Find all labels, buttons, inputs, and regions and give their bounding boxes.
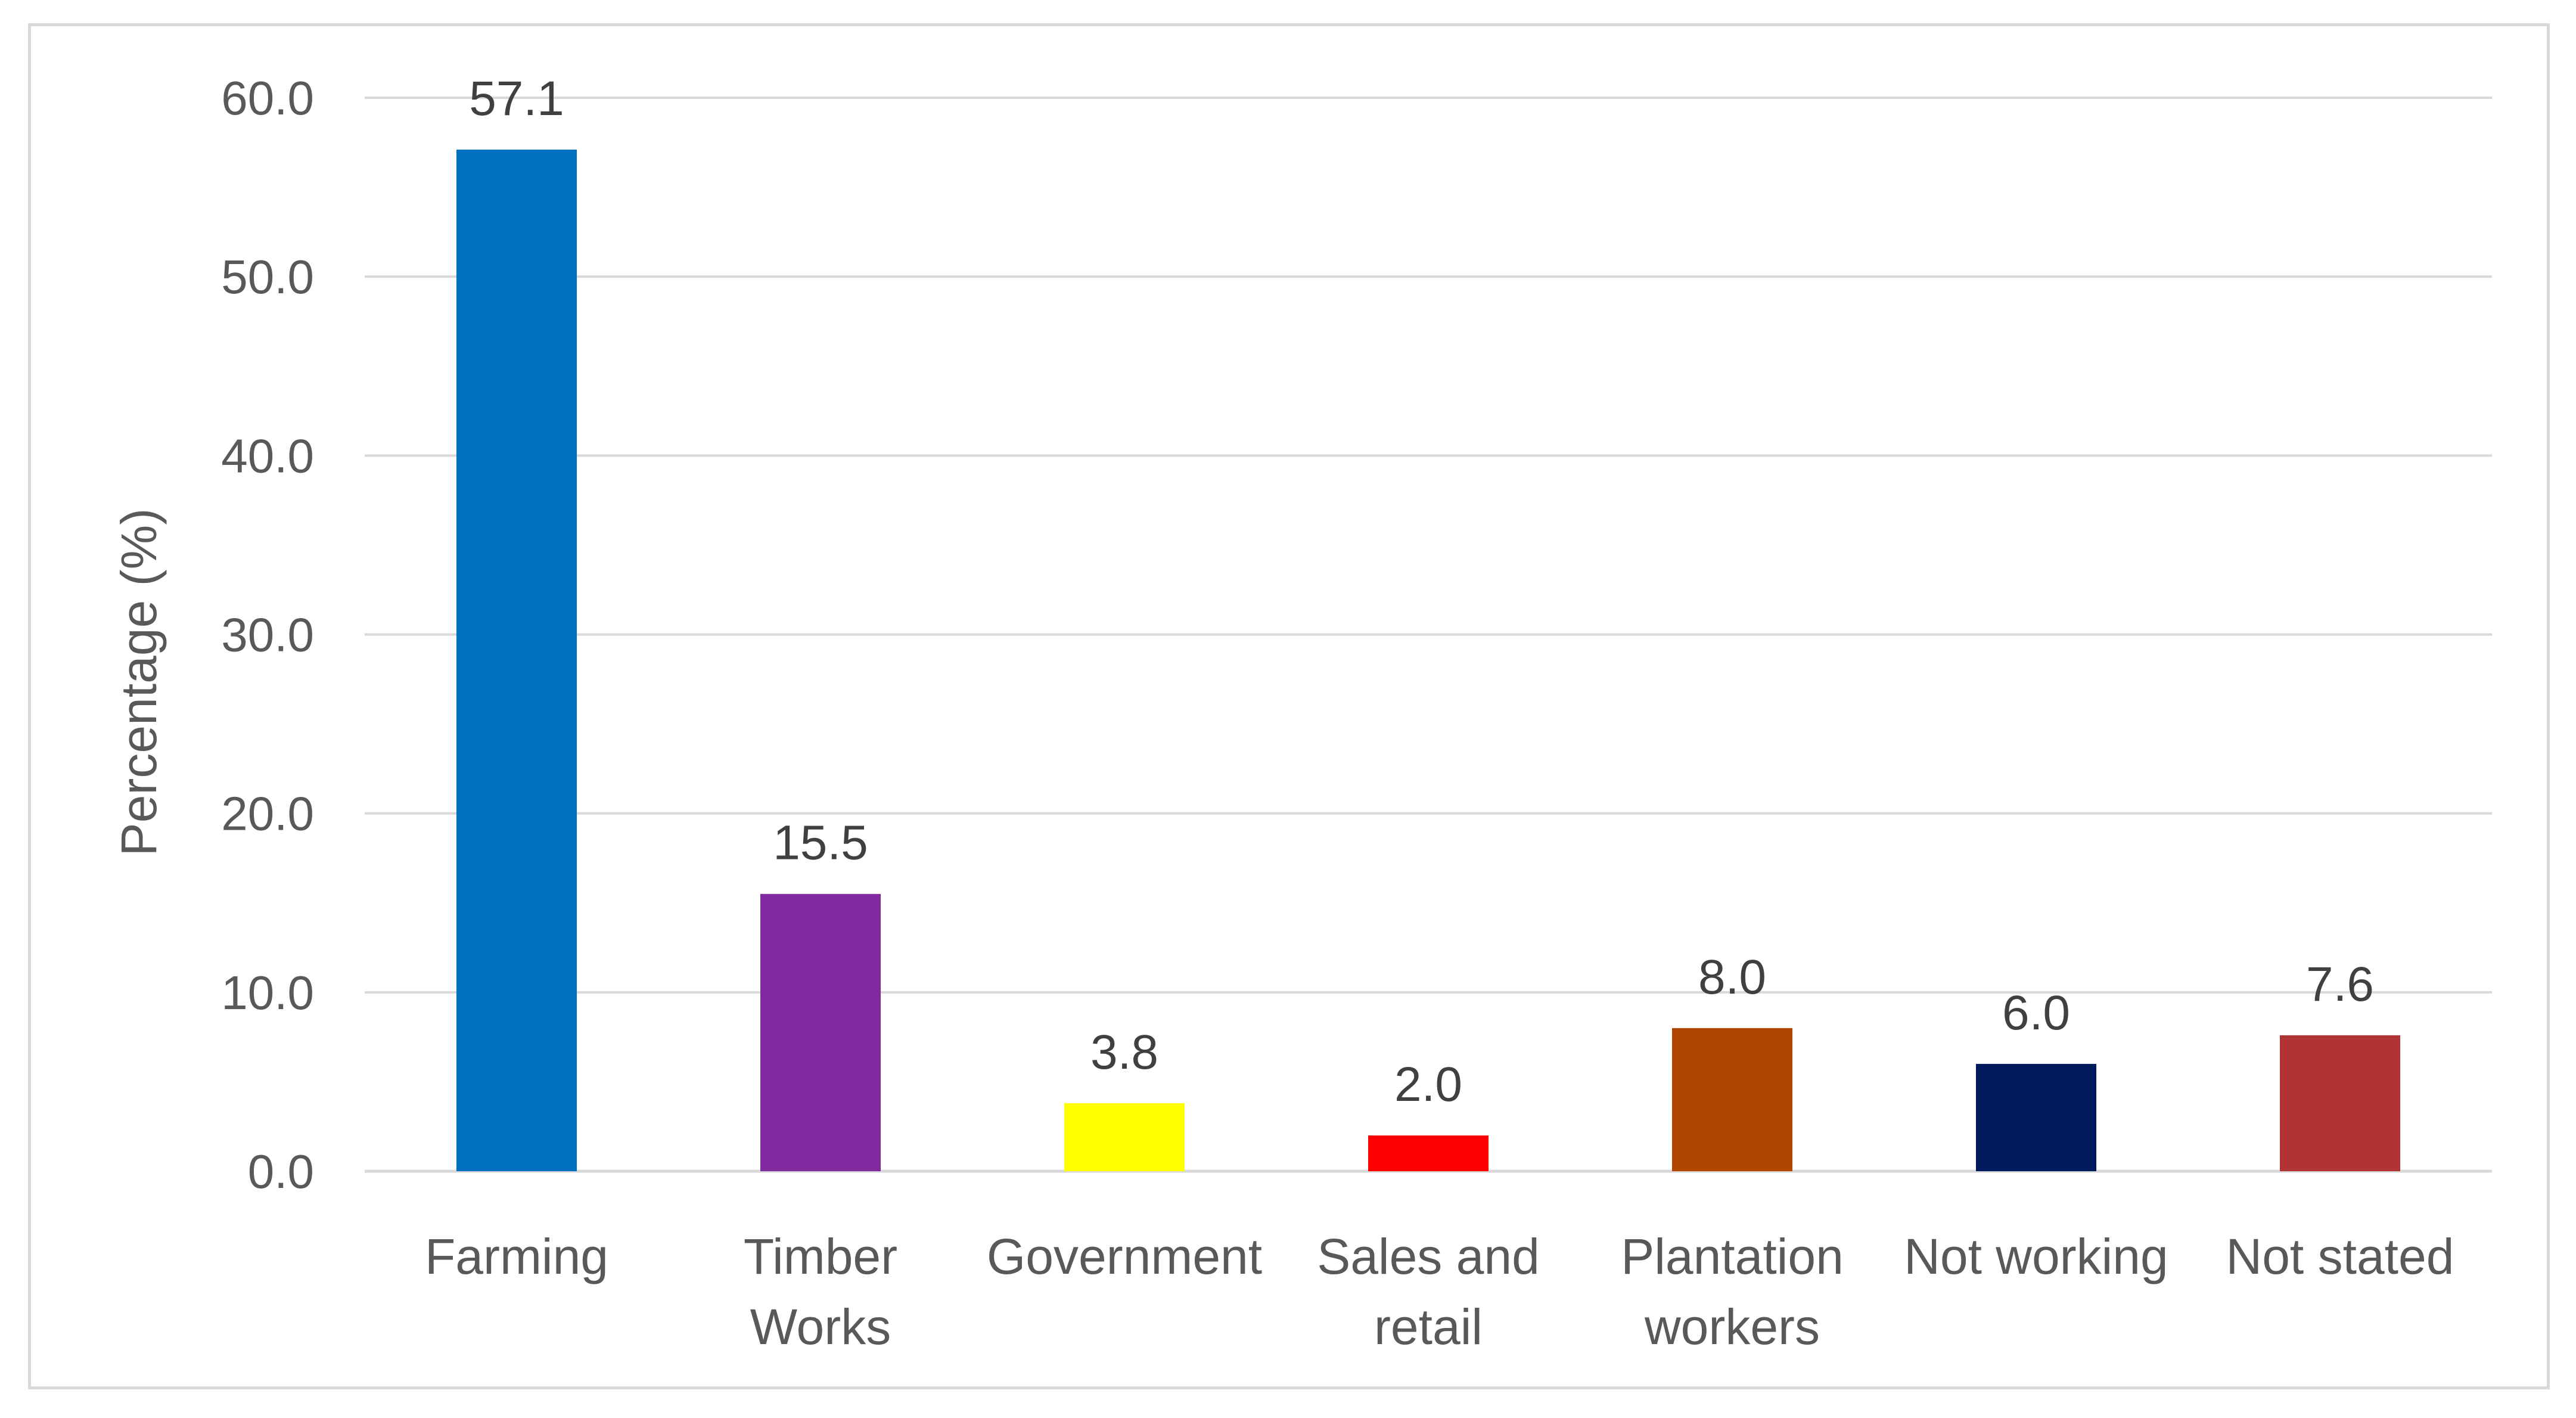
y-tick-label: 60.0 [221, 72, 314, 125]
x-category-label: Government [987, 1228, 1262, 1284]
y-tick-label: 10.0 [221, 966, 314, 1019]
x-category-label: Not stated [2226, 1228, 2454, 1284]
chart-frame: 0.0 10.0 20.0 30.0 40.0 50.0 60.0 57.1 15.5 3.8 2… [28, 23, 2550, 1389]
bar [1368, 1135, 1489, 1171]
bar [1976, 1063, 2096, 1171]
x-category-label-line: retail [1374, 1299, 1483, 1355]
x-category-label-line: Plantation [1621, 1228, 1844, 1284]
x-category-label: Not working [1904, 1228, 2168, 1284]
data-label: 7.6 [2306, 957, 2374, 1011]
x-category-label: Timber Works [744, 1228, 897, 1355]
x-category-label-line: Not working [1904, 1228, 2168, 1284]
x-category-label-line: workers [1644, 1299, 1820, 1355]
bar [456, 150, 577, 1171]
data-label: 2.0 [1394, 1057, 1462, 1112]
bar-chart: 0.0 10.0 20.0 30.0 40.0 50.0 60.0 57.1 15.5 3.8 2… [111, 72, 2492, 1355]
x-category-label: Plantation workers [1621, 1228, 1844, 1355]
data-label: 6.0 [2002, 986, 2070, 1040]
bar [1672, 1028, 1792, 1171]
x-category-label-line: Government [987, 1228, 1262, 1284]
y-tick-label: 30.0 [221, 609, 314, 662]
data-label: 3.8 [1090, 1025, 1158, 1079]
y-tick-label: 40.0 [221, 429, 314, 482]
x-axis-categories: Farming Timber Works Government Sales and ret… [425, 1228, 2454, 1355]
x-category-label-line: Sales and [1317, 1228, 1540, 1284]
data-label: 57.1 [469, 72, 564, 126]
data-label: 8.0 [1698, 950, 1766, 1004]
bars [456, 150, 2400, 1171]
x-category-label: Farming [425, 1228, 608, 1284]
x-category-label-line: Timber [744, 1228, 897, 1284]
y-tick-label: 50.0 [221, 250, 314, 303]
x-category-label: Sales and retail [1317, 1228, 1540, 1355]
y-axis-ticks: 0.0 10.0 20.0 30.0 40.0 50.0 60.0 [221, 72, 314, 1198]
data-labels: 57.1 15.5 3.8 2.0 8.0 6.0 7.6 [469, 72, 2374, 1112]
x-category-label-line: Works [750, 1299, 891, 1355]
x-category-label-line: Farming [425, 1228, 608, 1284]
bar [1064, 1103, 1185, 1171]
bar [760, 893, 881, 1171]
bar [2280, 1035, 2400, 1171]
x-category-label-line: Not stated [2226, 1228, 2454, 1284]
y-tick-label: 0.0 [248, 1145, 314, 1198]
data-label: 15.5 [773, 816, 868, 870]
y-axis-title: Percentage (%) [111, 508, 167, 857]
y-tick-label: 20.0 [221, 787, 314, 840]
gridlines [365, 97, 2492, 1173]
